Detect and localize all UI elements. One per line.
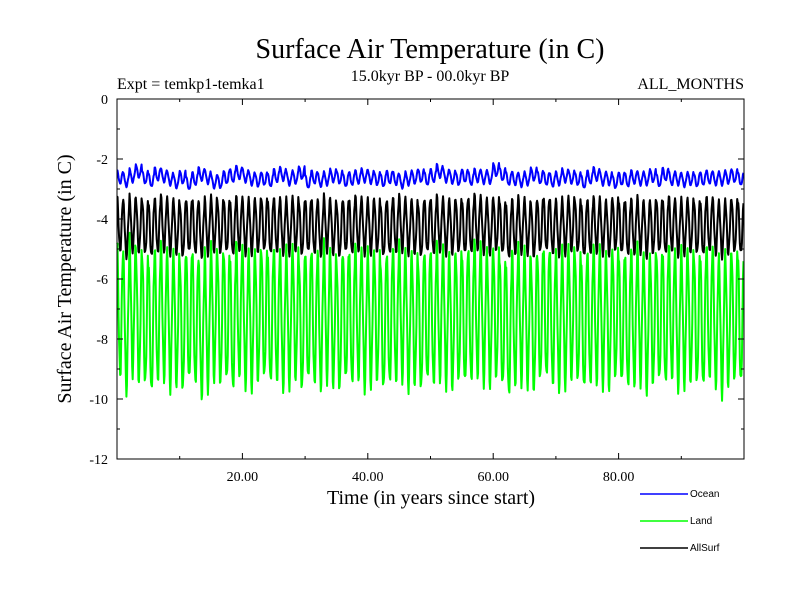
time-range-label: 15.0kyr BP - 00.0kyr BP (351, 68, 510, 85)
y-axis-label: Surface Air Temperature (in C) (54, 154, 76, 403)
series-line-land (116, 231, 745, 402)
legend-label-land: Land (690, 516, 712, 527)
legend: Ocean Land AllSurf (640, 489, 720, 554)
x-tick-label: 40.00 (352, 470, 384, 485)
series-line-allsurf (116, 192, 745, 261)
series-line-ocean (116, 162, 745, 190)
months-label: ALL_MONTHS (637, 76, 744, 93)
series-layer (116, 162, 745, 402)
y-tick-label: 0 (101, 93, 108, 108)
x-tick-label: 80.00 (603, 470, 635, 485)
y-tick-label: -6 (96, 273, 108, 288)
y-tick-label: -4 (96, 213, 108, 228)
x-tick-label: 60.00 (477, 470, 509, 485)
legend-label-allsurf: AllSurf (690, 543, 720, 554)
experiment-label: Expt = temkp1-temka1 (117, 76, 265, 93)
plot-area: 0 -2 -4 -6 -8 -10 -12 20.00 40.00 60.00 80.00 (89, 93, 745, 485)
y-tick-label: -10 (89, 393, 108, 408)
tick-layer: 0 -2 -4 -6 -8 -10 -12 20.00 40.00 60.00 80.00 (89, 93, 744, 485)
y-tick-label: -2 (96, 153, 108, 168)
y-tick-label: -12 (89, 453, 108, 468)
y-tick-label: -8 (96, 333, 108, 348)
x-tick-label: 20.00 (227, 470, 259, 485)
x-axis-label: Time (in years since start) (327, 487, 535, 509)
legend-label-ocean: Ocean (690, 489, 719, 500)
chart-title: Surface Air Temperature (in C) (256, 34, 605, 65)
